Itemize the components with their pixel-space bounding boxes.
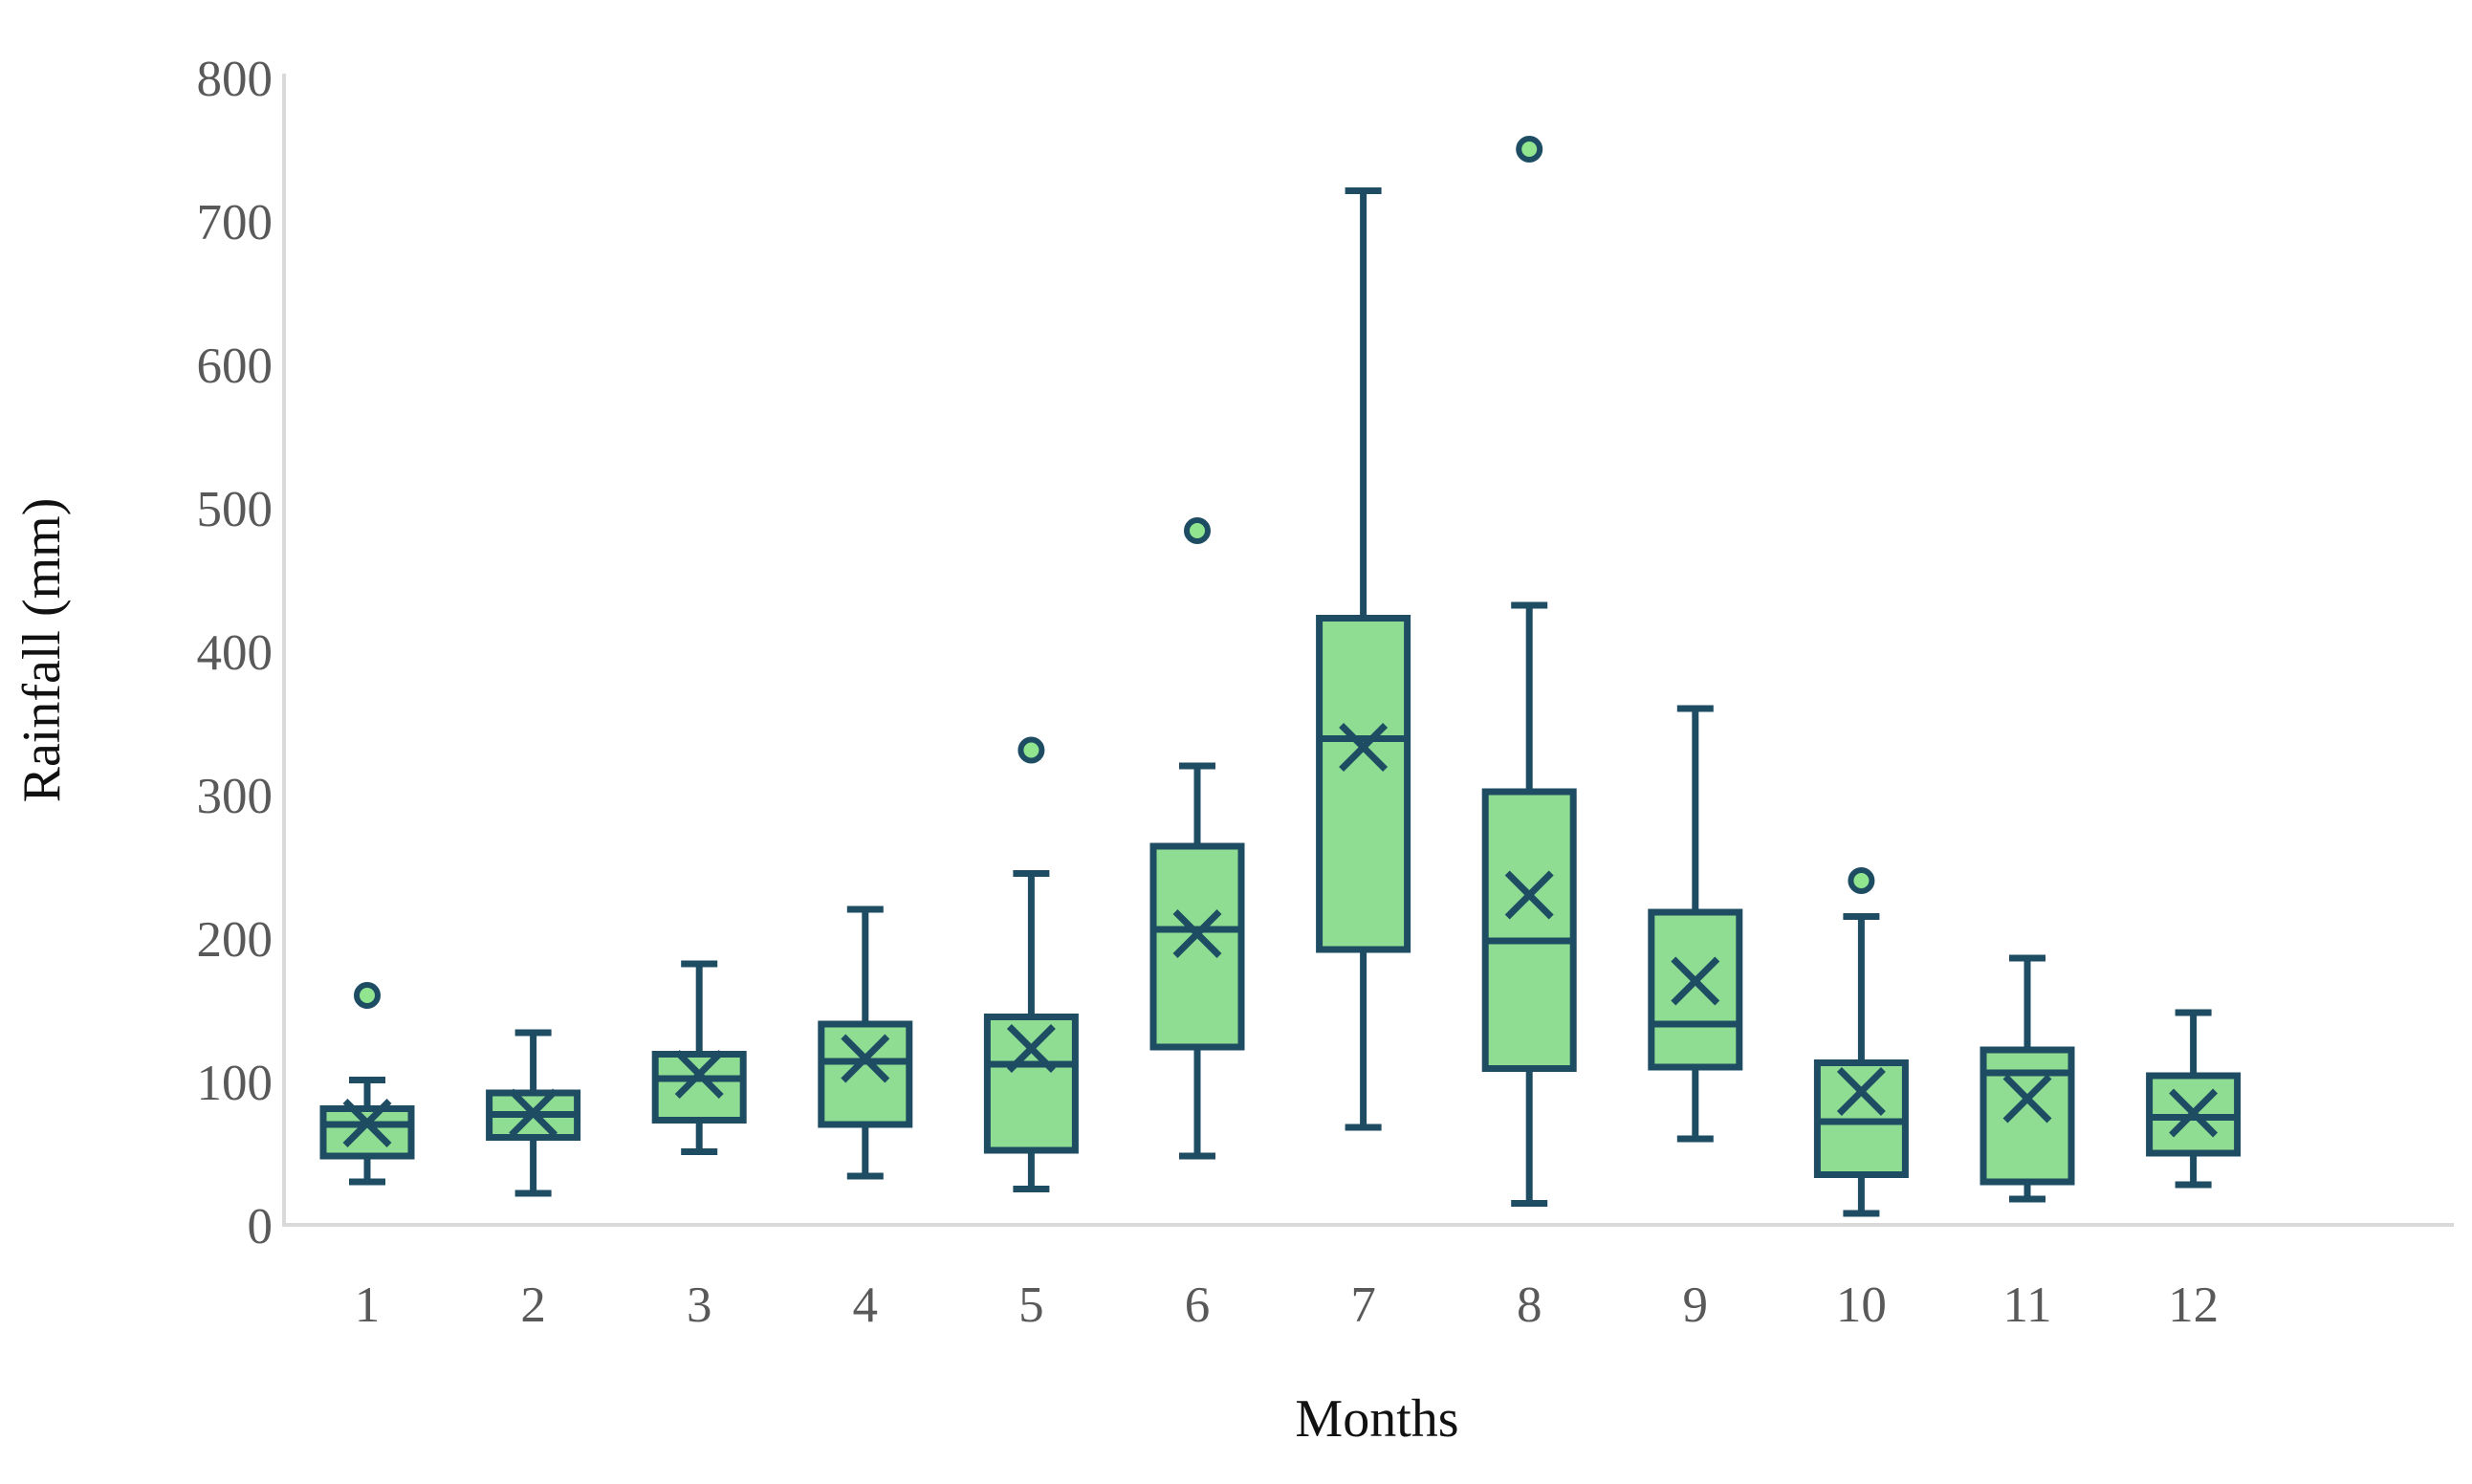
boxplot-month-7 — [1316, 187, 1411, 1131]
boxplot-month-8 — [1481, 136, 1577, 1207]
box-iqr — [1316, 615, 1411, 953]
mean-marker — [2002, 1074, 2052, 1124]
mean-marker — [1339, 723, 1389, 772]
y-tick-label: 500 — [197, 482, 273, 537]
y-tick-label: 100 — [197, 1056, 273, 1111]
mean-marker — [1172, 909, 1222, 958]
x-tick-label: 4 — [853, 1277, 879, 1333]
box-iqr — [651, 1051, 747, 1124]
box-iqr — [1648, 908, 1743, 1071]
y-axis-title: Rainfall (mm) — [12, 498, 72, 803]
mean-marker — [1671, 956, 1720, 1006]
y-tick-label: 700 — [197, 195, 273, 251]
box-iqr — [983, 1014, 1079, 1154]
boxplot-month-11 — [1980, 954, 2075, 1203]
x-tick-label: 5 — [1018, 1277, 1044, 1333]
y-tick-label: 300 — [197, 769, 273, 824]
box-iqr — [319, 1105, 415, 1160]
x-tick-label: 12 — [2168, 1277, 2219, 1333]
outlier-marker — [1848, 867, 1875, 894]
outlier-marker — [1017, 736, 1045, 764]
x-tick-label: 6 — [1185, 1277, 1211, 1333]
y-tick-label: 0 — [248, 1199, 273, 1255]
boxplot-month-10 — [1813, 867, 1909, 1217]
mean-marker — [1504, 870, 1554, 920]
outlier-marker — [1516, 136, 1543, 163]
boxplot-month-9 — [1648, 705, 1743, 1143]
mean-marker — [2169, 1088, 2219, 1138]
box-iqr — [1481, 788, 1577, 1072]
boxplot-month-12 — [2146, 1009, 2242, 1189]
boxplot-month-2 — [486, 1029, 581, 1197]
box-iqr — [818, 1020, 913, 1128]
outlier-marker — [1184, 517, 1211, 544]
boxplot-month-1 — [319, 982, 415, 1186]
x-tick-label: 10 — [1836, 1277, 1887, 1333]
y-tick-label: 400 — [197, 625, 273, 681]
y-tick-label: 600 — [197, 338, 273, 394]
mean-marker — [674, 1050, 724, 1099]
boxplot-month-5 — [983, 736, 1079, 1192]
x-tick-label: 11 — [2002, 1277, 2051, 1333]
x-tick-label: 1 — [355, 1277, 381, 1333]
boxplot-month-4 — [818, 906, 913, 1180]
box-iqr — [1149, 842, 1245, 1051]
outlier-marker — [354, 982, 381, 1009]
y-tick-label: 800 — [197, 52, 273, 107]
mean-marker — [1006, 1024, 1056, 1073]
mean-marker — [1836, 1067, 1886, 1116]
mean-marker — [841, 1034, 890, 1083]
mean-marker — [342, 1099, 392, 1147]
x-tick-label: 9 — [1683, 1277, 1709, 1333]
y-tick-label: 200 — [197, 912, 273, 968]
mean-marker — [509, 1088, 558, 1138]
x-axis-title: Months — [1295, 1389, 1458, 1449]
x-tick-label: 7 — [1350, 1277, 1376, 1333]
x-tick-label: 2 — [520, 1277, 546, 1333]
boxplot-month-3 — [651, 960, 747, 1155]
x-tick-label: 3 — [687, 1277, 712, 1333]
boxplot-month-6 — [1149, 517, 1245, 1160]
x-tick-label: 8 — [1517, 1277, 1542, 1333]
